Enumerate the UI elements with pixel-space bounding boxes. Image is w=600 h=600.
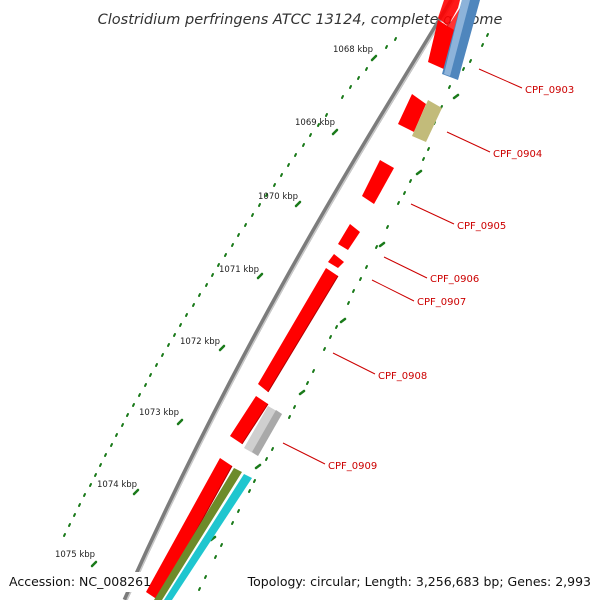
cds-feature: [362, 160, 394, 204]
tick-label: 1071 kbp: [219, 265, 259, 275]
blue-feature-highlight: [444, 0, 470, 76]
summary-bg: [258, 572, 594, 592]
cds-feature: [258, 268, 338, 392]
cds-feature: [398, 94, 426, 132]
tick-label: 1075 kbp: [55, 550, 95, 560]
tick-label: 1074 kbp: [97, 480, 137, 490]
tick-label: 1068 kbp: [333, 45, 373, 55]
tick-label: 1070 kbp: [258, 192, 298, 202]
genome-backbone: [122, 0, 455, 600]
gene-label[interactable]: CPF_0905: [457, 221, 506, 232]
gene-label[interactable]: CPF_0904: [493, 149, 542, 160]
minor-ticks-inner: [198, 33, 489, 591]
major-ticks-inner: [209, 93, 460, 542]
map-title: Clostridium perfringens ATCC 13124, comp…: [98, 12, 503, 28]
cds-feature: [328, 254, 344, 268]
gene-label[interactable]: CPF_0909: [328, 461, 377, 472]
cds-feature: [338, 224, 360, 250]
cds-feature: [438, 0, 460, 26]
gene-label[interactable]: CPF_0906: [430, 274, 479, 285]
gene-label[interactable]: CPF_0908: [378, 371, 427, 382]
olive-feature: [412, 100, 442, 142]
minor-ticks-outer: [63, 37, 397, 537]
accession-bg: [6, 572, 146, 592]
tick-label: 1073 kbp: [139, 408, 179, 418]
gene-label[interactable]: CPF_0907: [417, 297, 466, 308]
green-feature: [154, 468, 242, 600]
cds-feature: [230, 396, 268, 444]
gene-label[interactable]: CPF_0903: [525, 85, 574, 96]
accession-text: Accession: NC_008261: [9, 574, 151, 589]
grey-feature-shade: [252, 410, 282, 456]
tick-label: 1072 kbp: [180, 337, 220, 347]
tick-label: 1069 kbp: [295, 118, 335, 128]
summary-text: Topology: circular; Length: 3,256,683 bp…: [247, 574, 591, 589]
cds-features: [146, 0, 470, 600]
genome-backbone-highlight: [126, 0, 455, 600]
cds-feature: [146, 458, 232, 600]
cyan-feature: [164, 474, 252, 600]
major-ticks-outer: [90, 54, 378, 568]
gene-leaders: [282, 68, 523, 465]
